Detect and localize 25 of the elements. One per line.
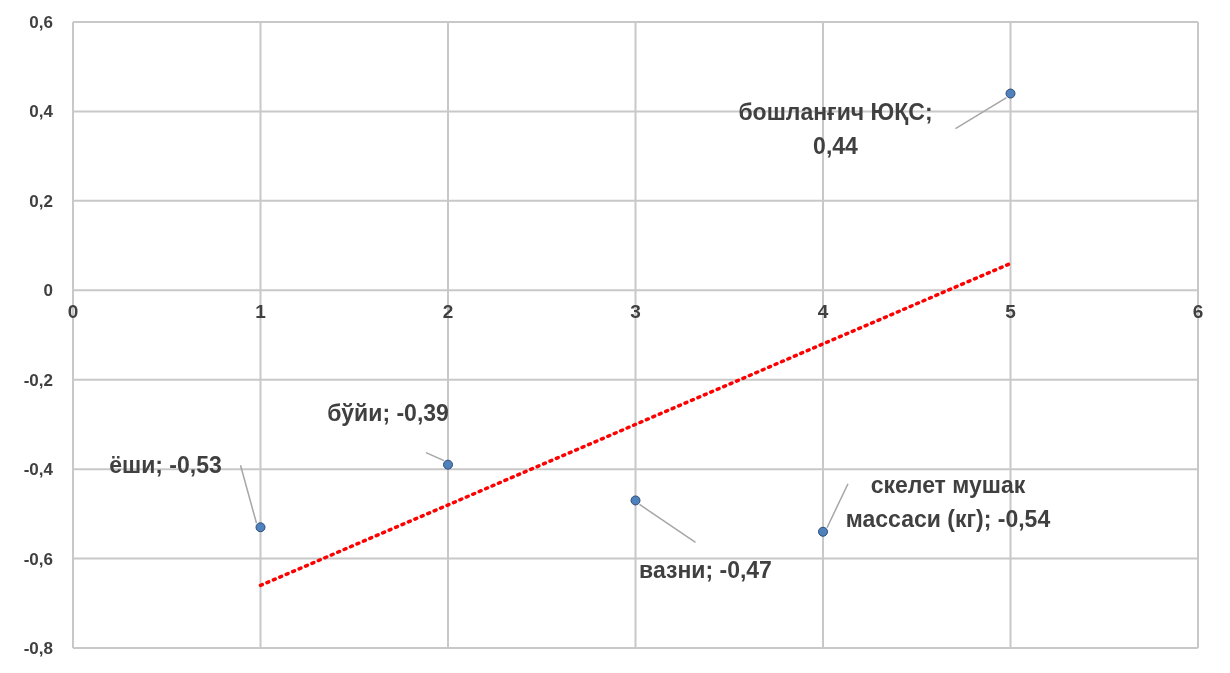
x-tick-label: 1: [255, 301, 267, 323]
x-tick-label: 3: [630, 301, 641, 323]
annotation: вазни; -0,47: [639, 557, 772, 584]
x-tick-label: 5: [1005, 301, 1017, 323]
y-tick-label: 0,4: [29, 102, 54, 122]
y-tick-label: 0: [43, 281, 53, 301]
point: [443, 459, 453, 470]
annotation: ёши; -0,53: [109, 452, 222, 479]
y-tick-label: 0,6: [29, 13, 53, 32]
annotation: скелет мушак массаси (кг); -0,54: [845, 471, 1051, 532]
y-tick-label: -0,8: [23, 639, 53, 658]
y-tick-label: -0,4: [23, 460, 54, 480]
annotation: бўйи; -0,39: [327, 399, 449, 426]
x-tick-label: 0: [67, 301, 79, 323]
point: [1005, 88, 1016, 99]
point: [630, 495, 641, 506]
y-tick-label: -0,2: [23, 370, 53, 390]
y-tick-label: -0,6: [23, 549, 53, 569]
point: [818, 526, 828, 537]
x-tick-label: 4: [817, 301, 829, 323]
x-tick-label: 6: [1192, 301, 1204, 323]
point: [255, 522, 266, 533]
y-tick-label: 0,2: [29, 191, 53, 211]
x-tick-label: 2: [442, 301, 454, 323]
annotation: бошланғич ЮҚС; 0,44: [738, 98, 933, 159]
